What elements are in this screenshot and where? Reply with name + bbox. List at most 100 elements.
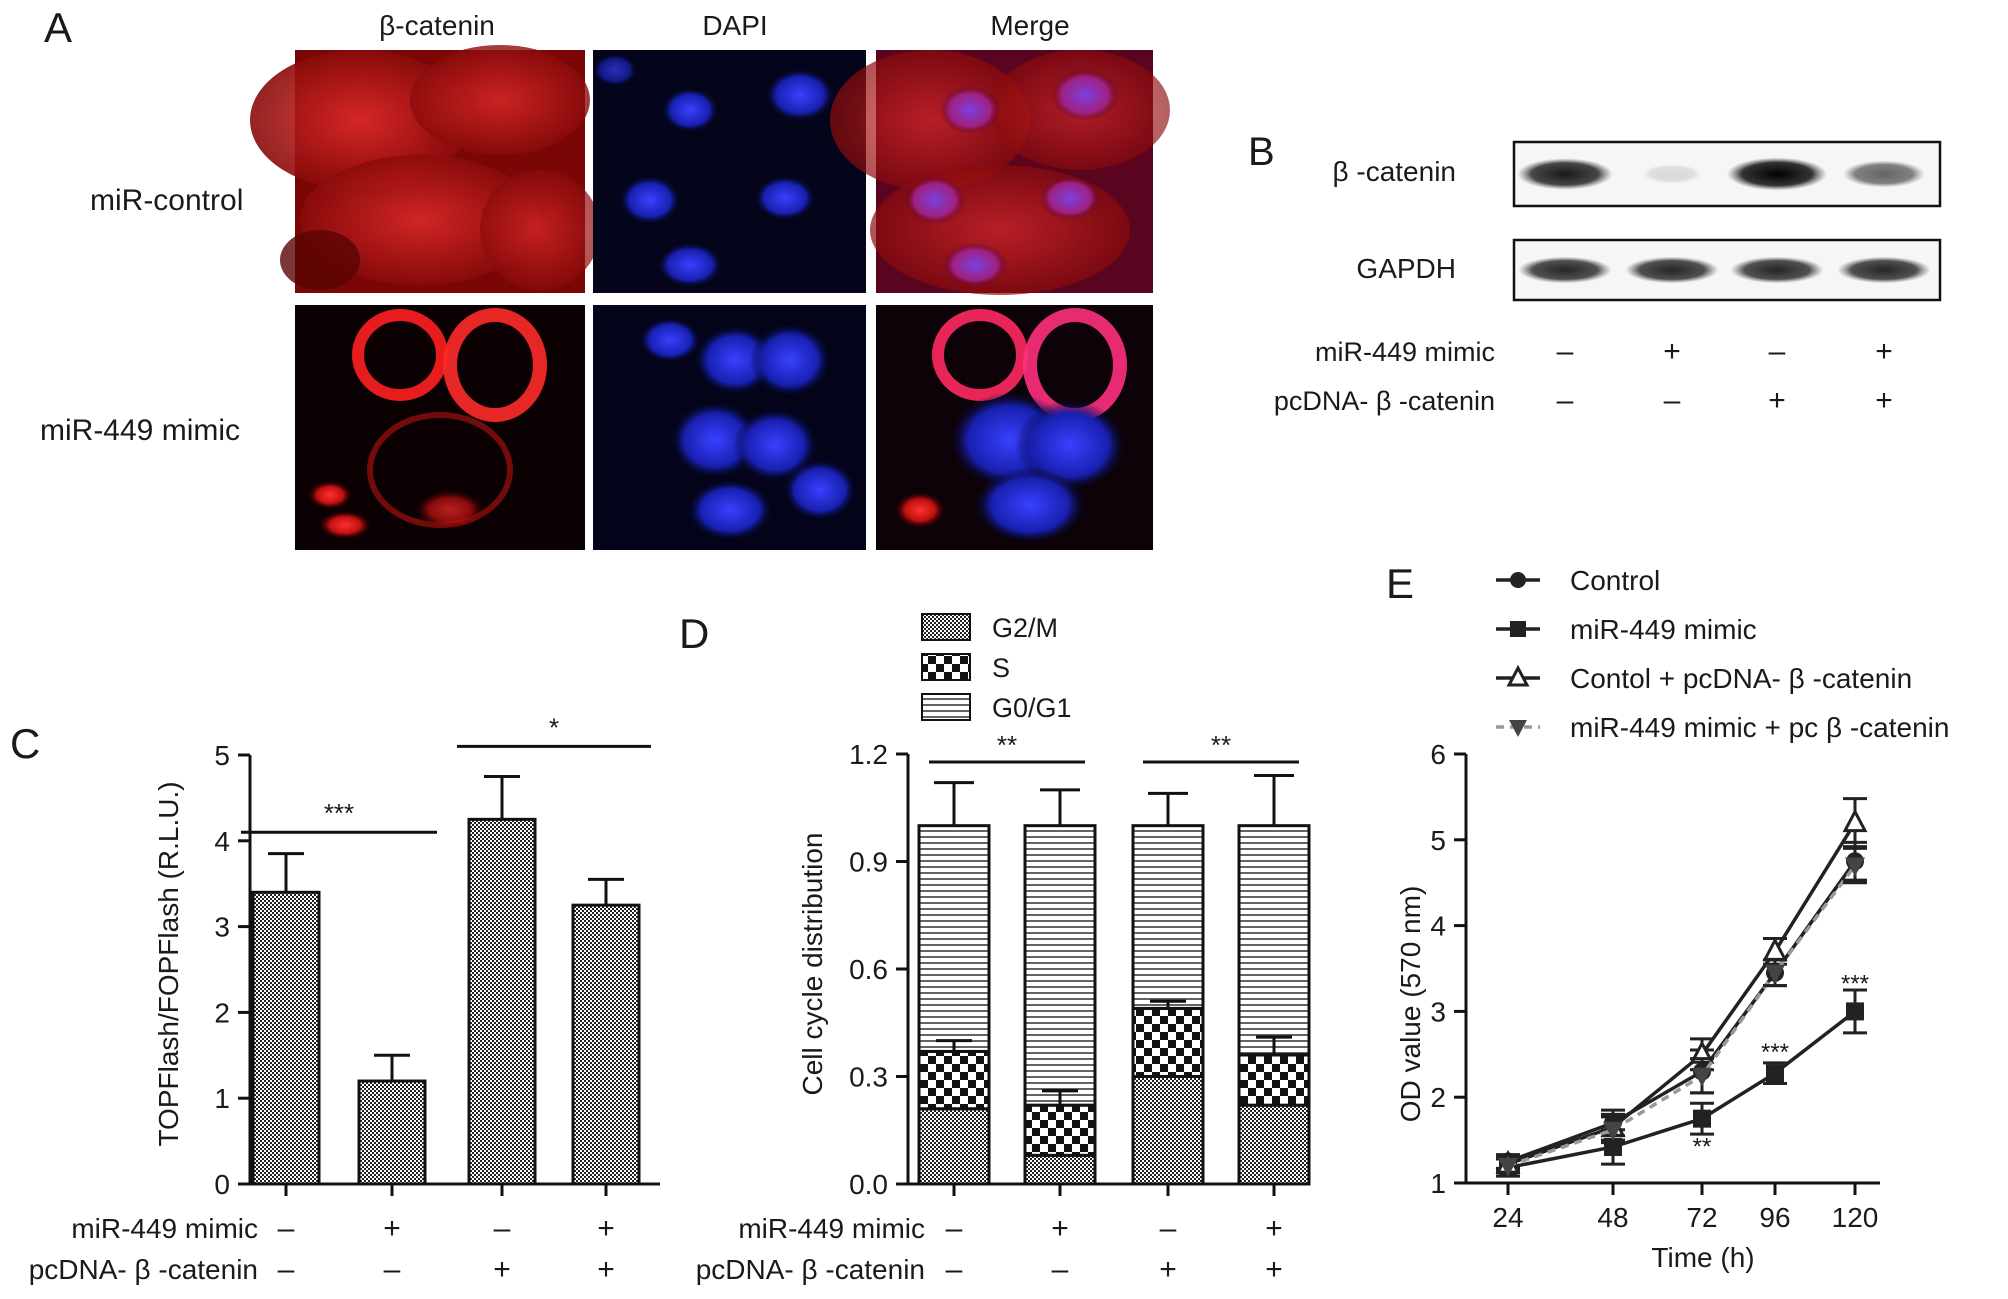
c-condition-sign: –	[384, 1253, 401, 1286]
d-cond-label-1: miR-449 mimic	[738, 1213, 925, 1244]
d-condition-sign: +	[1051, 1212, 1069, 1245]
c-ylabel: TOPFlash/FOPFlash (R.L.U.)	[153, 781, 184, 1146]
e-annotation: ***	[1761, 1039, 1789, 1066]
c-condition-sign: +	[597, 1212, 615, 1245]
legend-d-label-s: S	[992, 653, 1010, 683]
e-point	[1766, 1064, 1784, 1083]
b-cond-label-2: pcDNA- β -catenin	[1274, 386, 1495, 416]
legend-d-swatch-s	[921, 653, 971, 681]
panel-c: C TOPFlash/FOPFlash (R.L.U.) 012345****–…	[10, 712, 660, 1286]
c-condition-sign: –	[278, 1212, 295, 1245]
panel-d-letter: D	[679, 610, 709, 657]
d-bar-g2m	[1131, 1075, 1205, 1186]
b-condition-sign: +	[1663, 335, 1681, 368]
d-sig-label: **	[997, 730, 1017, 760]
b-condition-sign: +	[1768, 384, 1786, 417]
legend-e-marker	[1510, 572, 1526, 588]
legend-d-swatch-g2m	[921, 613, 971, 641]
panel-e: E Control miR-449 mimic Contol + pcDNA- β …	[1386, 560, 1949, 1273]
c-bar	[251, 890, 321, 1186]
d-bar-s	[1237, 1053, 1311, 1107]
c-condition-sign: +	[597, 1253, 615, 1286]
blot-label-gapdh: GAPDH	[1356, 253, 1456, 284]
d-y-tick-label: 0.3	[849, 1062, 888, 1093]
micrograph-mimic-dapi	[593, 305, 866, 550]
e-y-tick-label: 6	[1430, 739, 1446, 770]
blot-label-catenin: β -catenin	[1333, 156, 1457, 187]
e-point	[1693, 1109, 1711, 1128]
e-y-tick-label: 1	[1430, 1168, 1446, 1199]
d-condition-sign: +	[1159, 1253, 1177, 1286]
e-point	[1692, 1067, 1712, 1087]
chart-d: 0.0 0.3 0.6 0.9 1.2 ** ** – + – + – – + +	[849, 730, 1311, 1286]
d-bar-g0g1	[1023, 824, 1097, 1107]
e-point	[1498, 1157, 1518, 1177]
c-bar	[467, 817, 537, 1186]
b-condition-sign: +	[1875, 384, 1893, 417]
c-bar	[571, 903, 641, 1186]
e-x-tick-label: 48	[1597, 1202, 1628, 1233]
c-condition-sign: –	[278, 1253, 295, 1286]
d-condition-sign: –	[946, 1212, 963, 1245]
e-x-tick-label: 96	[1759, 1202, 1790, 1233]
b-condition-sign: –	[1769, 335, 1786, 368]
panel-b-letter: B	[1248, 130, 1275, 174]
d-condition-sign: –	[1052, 1253, 1069, 1286]
d-condition-sign: –	[946, 1253, 963, 1286]
d-cond-label-2: pcDNA- β -catenin	[696, 1254, 925, 1285]
panel-a-row-2: miR-449 mimic	[40, 414, 240, 447]
micrograph-mimic-merge	[876, 305, 1153, 550]
blot-bands	[1517, 157, 1931, 284]
b-condition-signs: – + – + – – + +	[1557, 335, 1893, 417]
panel-a-letter: A	[44, 4, 72, 51]
d-y-tick-label: 0.6	[849, 954, 888, 985]
d-y-tick-label: 0.9	[849, 847, 888, 878]
c-y-tick-label: 3	[214, 912, 230, 943]
panel-d: D Cell cycle distribution G2/M S G0/G1 0…	[679, 610, 1311, 1286]
e-point	[1765, 964, 1785, 984]
c-condition-sign: +	[493, 1253, 511, 1286]
e-annotation: ***	[1841, 970, 1869, 997]
d-condition-sign: –	[1160, 1212, 1177, 1245]
d-bar-s	[917, 1049, 991, 1111]
blot-band	[1837, 256, 1931, 284]
d-bar-g2m	[1237, 1103, 1311, 1186]
legend-e: Control miR-449 mimic Contol + pcDNA- β -c…	[1496, 565, 1949, 743]
d-condition-sign: +	[1265, 1253, 1283, 1286]
c-y-tick-label: 1	[214, 1083, 230, 1114]
d-bar-g2m	[1023, 1153, 1097, 1186]
panel-a: A β-catenin DAPI Merge miR-control miR-4…	[40, 4, 1170, 550]
micrograph-control-catenin	[250, 45, 600, 293]
d-y-tick-label: 1.2	[849, 739, 888, 770]
e-xlabel: Time (h)	[1651, 1242, 1754, 1273]
b-condition-sign: +	[1875, 335, 1893, 368]
c-sig-label: *	[549, 712, 559, 742]
blot-band	[1625, 256, 1719, 284]
e-point	[1845, 857, 1865, 877]
e-series-line	[1507, 821, 1857, 1166]
b-condition-sign: –	[1557, 384, 1574, 417]
legend-d-label-g2m: G2/M	[992, 613, 1058, 643]
blot-band	[1727, 157, 1827, 191]
panel-a-col-1: β-catenin	[379, 10, 495, 41]
e-x-tick-label: 72	[1686, 1202, 1717, 1233]
b-condition-sign: –	[1557, 335, 1574, 368]
e-series-line	[1507, 864, 1857, 1168]
e-y-tick-label: 4	[1430, 911, 1446, 942]
panel-a-col-2: DAPI	[702, 10, 767, 41]
d-bar-g2m	[917, 1107, 991, 1186]
d-bar-g0g1	[1237, 824, 1311, 1057]
c-condition-sign: –	[494, 1212, 511, 1245]
d-bar-s	[1131, 1006, 1205, 1079]
d-sig-label: **	[1211, 730, 1231, 760]
legend-e-label: miR-449 mimic	[1570, 614, 1757, 645]
micrograph-mimic-catenin	[295, 305, 585, 550]
e-y-tick-label: 5	[1430, 825, 1446, 856]
c-sig-label: ***	[324, 798, 354, 828]
c-condition-sign: +	[383, 1212, 401, 1245]
e-y-tick-label: 2	[1430, 1082, 1446, 1113]
e-ylabel: OD value (570 nm)	[1395, 886, 1426, 1123]
